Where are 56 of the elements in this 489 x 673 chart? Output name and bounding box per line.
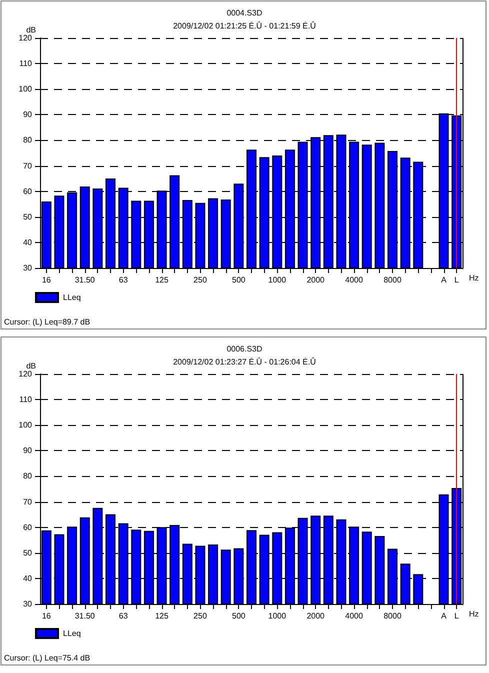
y-tick-label: 110 [19,395,33,404]
y-tick-label: 50 [23,548,33,558]
x-axis-title: Hz [469,274,479,282]
y-tick-label: 50 [23,212,33,222]
x-tick-label: 8000 [384,612,402,620]
y-tick-label: 70 [23,161,33,170]
chart-title: 0004.S3D [226,8,263,18]
y-tick-label: 90 [23,446,33,456]
chart-title: 0006.S3D [226,344,263,354]
x-tick-label: 16 [42,276,52,284]
y-tick-label: 30 [23,264,33,272]
x-tick-label: 500 [232,612,246,620]
x-tick-label: 500 [232,276,246,284]
chart-subtitle: 2009/12/02 01:21:25 É.Û - 01:21:59 É.Û [173,22,316,30]
x-tick-label: 1000 [268,612,287,620]
x-axis-title: Hz [469,610,479,618]
x-tick-label: 250 [194,612,208,620]
text: Cursor: (L) Leq=75.4 dB [4,654,90,662]
y-tick-label: 120 [18,370,33,378]
x-tick-label: 16 [42,612,52,620]
x-tick-label: 63 [118,276,128,284]
x-tick-label: 2000 [306,612,326,620]
y-tick-label: 100 [18,84,33,94]
y-axis-title: dB [26,362,36,370]
x-tick-label: 63 [118,612,128,620]
x-tick-label: 2000 [306,276,326,284]
x-tick-label: 4000 [345,276,364,284]
y-tick-label: 60 [23,522,33,532]
x-tick-label: L [454,276,460,284]
y-tick-label: 100 [18,420,33,430]
x-tick-label: 125 [155,612,169,620]
y-tick-label: 30 [23,600,33,608]
x-tick-label: A [441,612,448,620]
y-tick-label: 60 [23,186,33,196]
x-tick-label: 1000 [268,276,287,284]
x-tick-label: 31.50 [74,612,96,620]
x-tick-label: L [454,612,460,620]
text: Cursor: (L) Leq=89.7 dB [4,318,90,326]
legend-label: LLeq [63,293,81,302]
x-tick-label: 31.50 [74,276,96,284]
x-tick-label: 8000 [384,276,402,284]
y-tick-label: 40 [23,574,33,583]
legend-label: LLeq [63,629,81,638]
x-tick-label: 4000 [345,612,364,620]
y-tick-label: 40 [23,238,33,247]
y-tick-label: 70 [23,497,33,506]
x-tick-label: 125 [155,276,169,284]
x-tick-label: A [441,276,448,284]
y-tick-label: 120 [18,34,33,42]
y-tick-label: 80 [23,136,33,145]
y-axis-title: dB [26,26,36,34]
y-tick-label: 80 [23,472,33,481]
y-tick-label: 90 [23,110,33,120]
y-tick-label: 110 [19,59,33,68]
chart-subtitle: 2009/12/02 01:23:27 É.Û - 01:26:04 É.Û [173,358,316,366]
x-tick-label: 250 [194,276,208,284]
